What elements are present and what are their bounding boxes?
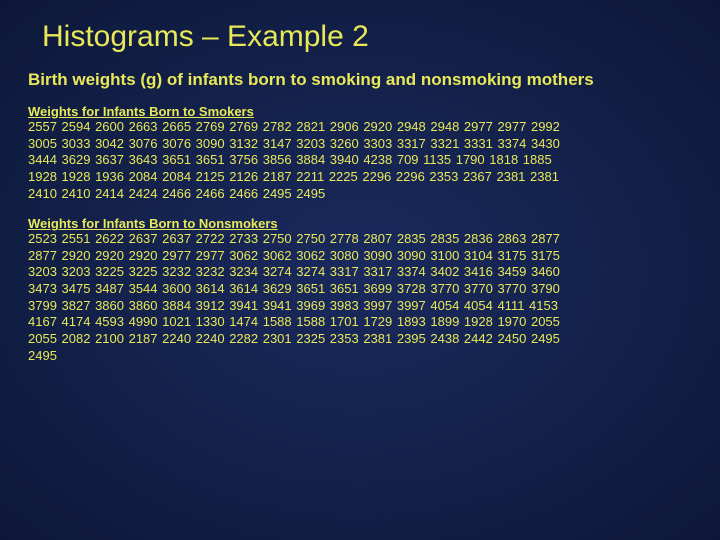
section-nonsmokers: Weights for Infants Born to Nonsmokers 2… <box>28 216 692 364</box>
section-smokers: Weights for Infants Born to Smokers 2557… <box>28 104 692 202</box>
slide: Histograms – Example 2 Birth weights (g)… <box>0 0 720 540</box>
subtitle: Birth weights (g) of infants born to smo… <box>28 70 692 90</box>
section-heading-smokers: Weights for Infants Born to Smokers <box>28 104 692 119</box>
data-block-smokers: 2557 2594 2600 2663 2665 2769 2769 2782 … <box>28 119 692 202</box>
section-heading-nonsmokers: Weights for Infants Born to Nonsmokers <box>28 216 692 231</box>
data-block-nonsmokers: 2523 2551 2622 2637 2637 2722 2733 2750 … <box>28 231 692 364</box>
page-title: Histograms – Example 2 <box>42 20 692 54</box>
